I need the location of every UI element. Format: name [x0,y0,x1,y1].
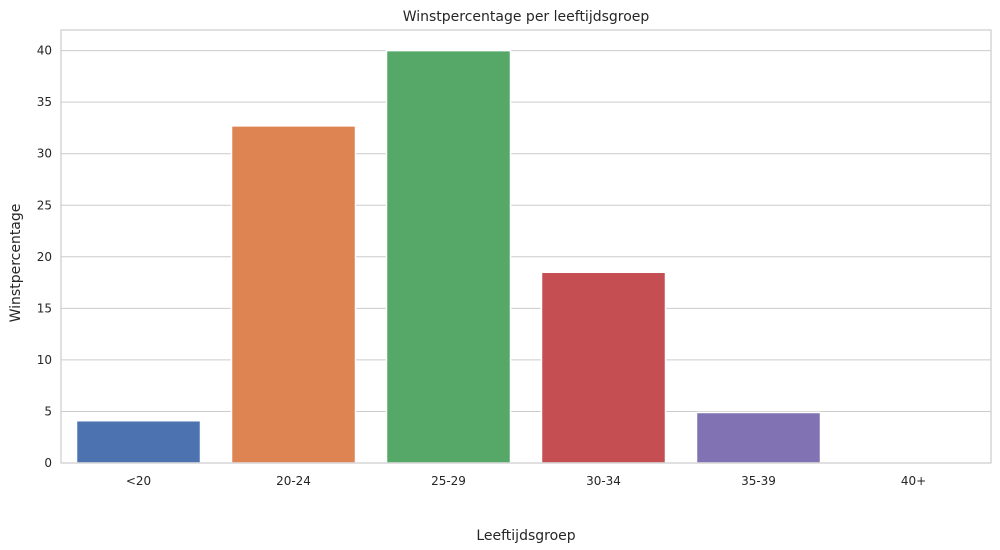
y-tick-label: 35 [37,95,52,109]
plot-frame [60,29,992,464]
x-tick-label: 25-29 [431,474,466,488]
bar-3 [385,49,512,464]
x-tick-label: <20 [126,474,151,488]
x-tick-label: 30-34 [586,474,621,488]
y-tick-label: 5 [44,404,52,418]
bar-5 [695,411,822,464]
bars [75,49,822,464]
x-tick-label: 40+ [901,474,926,488]
bar-1 [75,419,202,464]
x-tick-label: 20-24 [276,474,311,488]
y-tick-label: 0 [44,456,52,470]
bar-2 [230,125,357,464]
x-tick-labels: <20 20-24 25-29 30-34 35-39 40+ [126,474,926,488]
grid-lines [61,50,991,464]
bar-4 [540,271,667,464]
y-tick-label: 30 [37,147,52,161]
chart-title: Winstpercentage per leeftijdsgroep [403,9,650,25]
y-tick-label: 40 [37,44,52,58]
y-tick-label: 25 [37,198,52,212]
x-axis-label: Leeftijdsgroep [476,528,575,544]
y-tick-labels: 0 5 10 15 20 25 30 35 40 [37,44,52,470]
y-tick-label: 15 [37,301,52,315]
y-axis-label: Winstpercentage [8,204,24,323]
y-tick-label: 10 [37,353,52,367]
y-tick-label: 20 [37,250,52,264]
x-tick-label: 35-39 [741,474,776,488]
